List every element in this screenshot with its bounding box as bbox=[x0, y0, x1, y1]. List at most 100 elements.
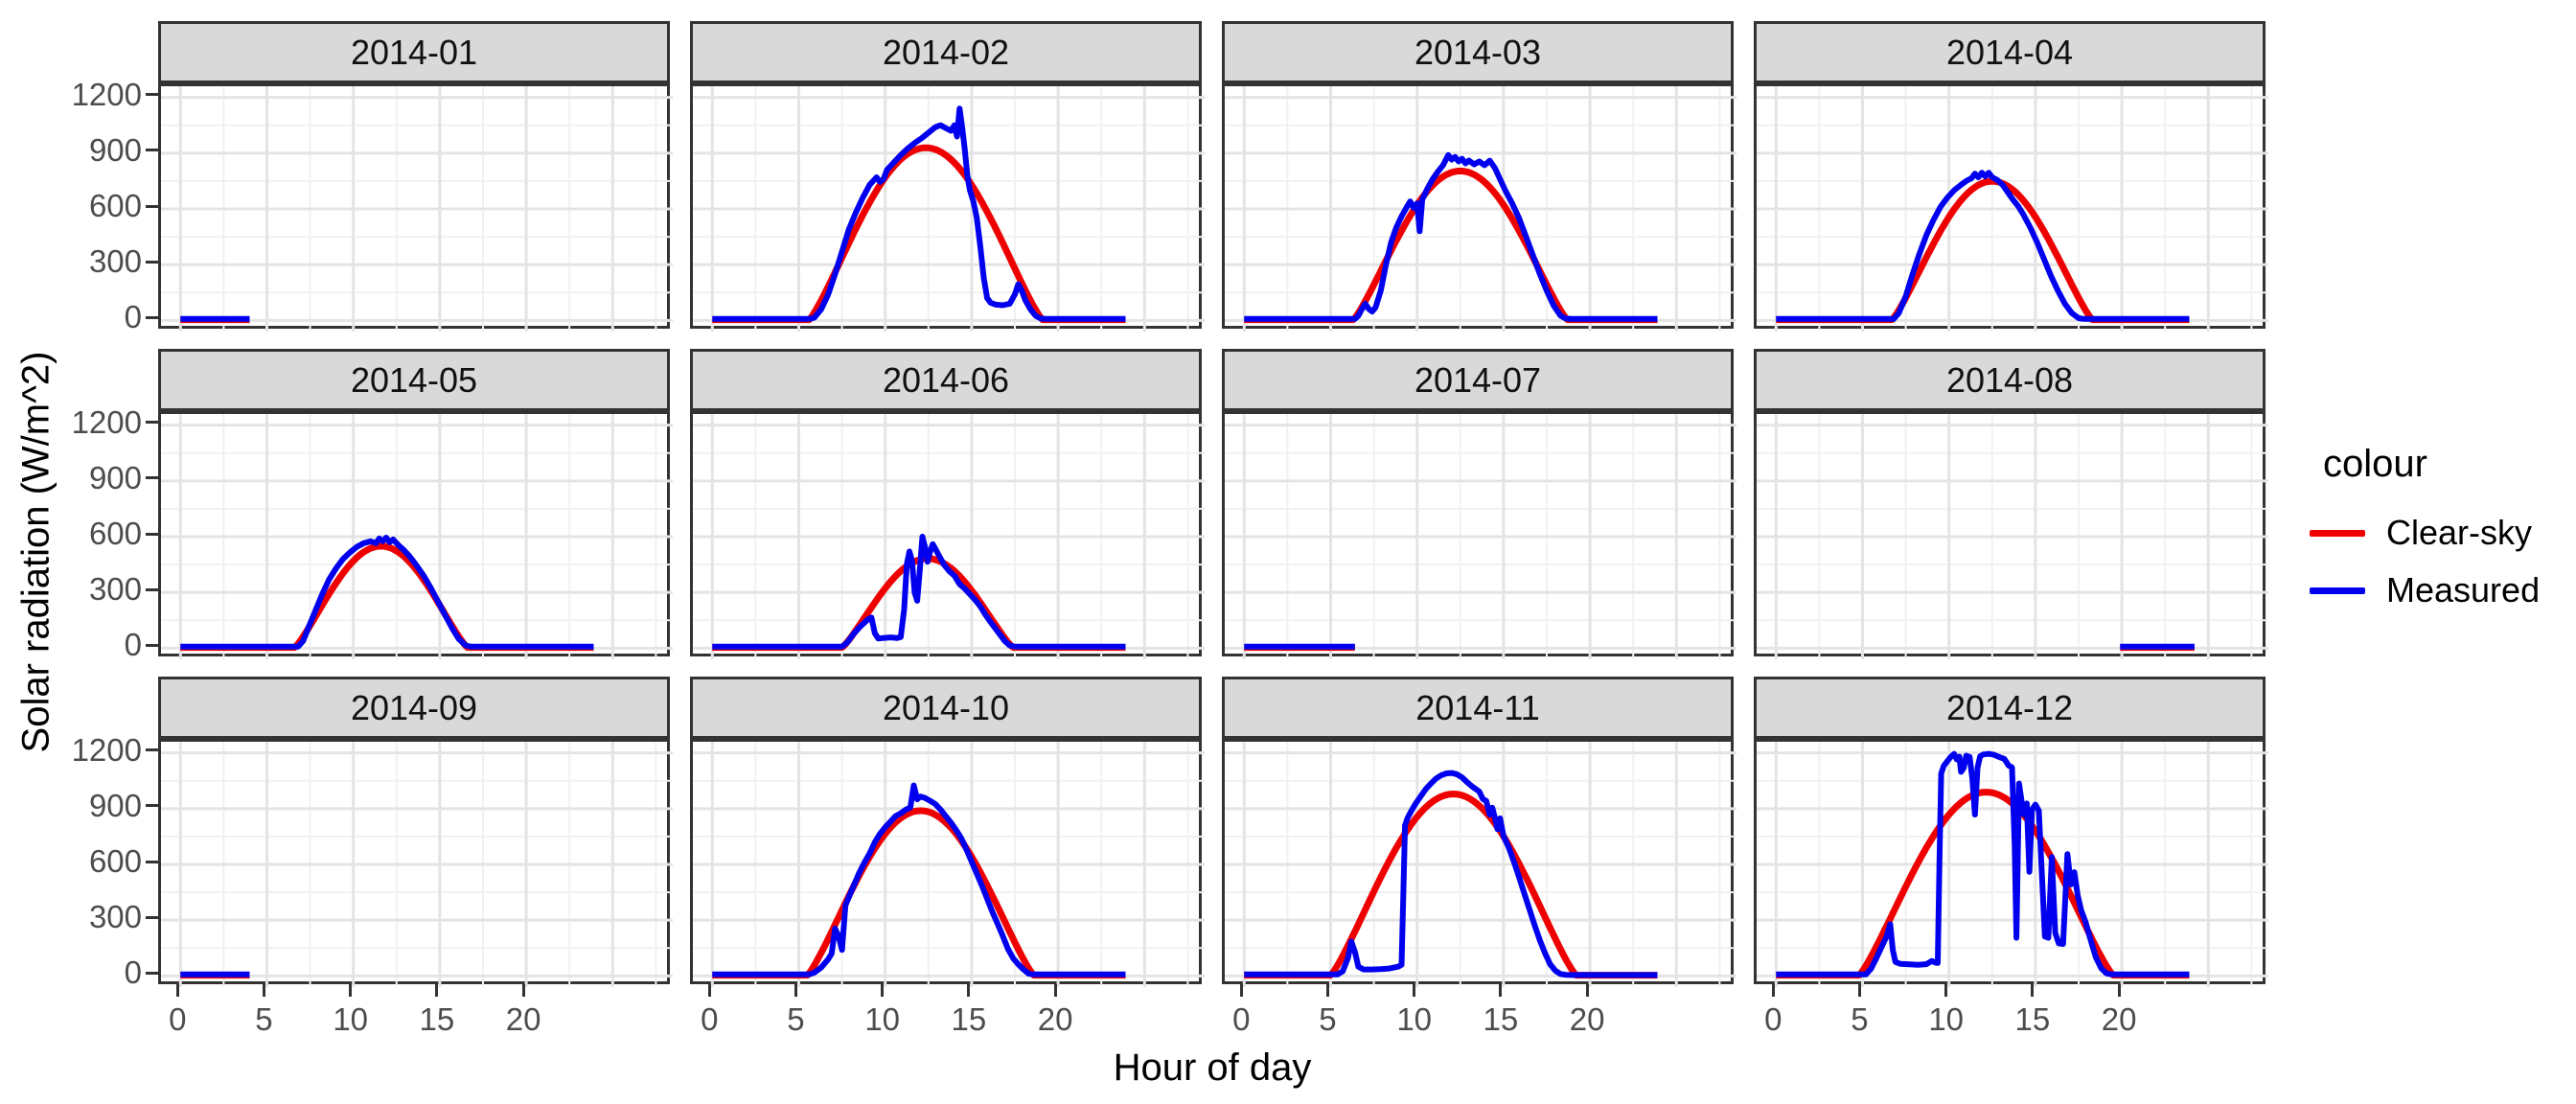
measured-line bbox=[712, 105, 1126, 322]
x-tick-mark bbox=[881, 984, 885, 997]
x-tick-mark bbox=[1771, 984, 1775, 997]
facet-strip: 2014-04 bbox=[1754, 21, 2266, 83]
x-tick-mark bbox=[967, 984, 971, 997]
legend-line-swatch bbox=[2310, 586, 2365, 594]
x-tick-label: 10 bbox=[1928, 1001, 1965, 1037]
facet-panel-2014-03: 2014-03 bbox=[1222, 21, 1736, 332]
x-tick-mark bbox=[707, 984, 711, 997]
y-tick-mark bbox=[146, 476, 158, 480]
facet-panel-2014-07: 2014-07 bbox=[1222, 349, 1736, 659]
facet-strip-label: 2014-11 bbox=[1415, 687, 1540, 727]
facet-strip: 2014-08 bbox=[1754, 349, 2266, 411]
measured-line bbox=[1244, 151, 1658, 322]
x-axis-title: Hour of day bbox=[1113, 1046, 1312, 1089]
y-tick-label: 300 bbox=[88, 899, 142, 935]
facet-strip-label: 2014-04 bbox=[1945, 32, 2074, 72]
y-tick-mark bbox=[146, 860, 158, 863]
facet-strip: 2014-07 bbox=[1222, 349, 1734, 411]
y-tick-mark bbox=[146, 804, 158, 808]
x-tick-mark bbox=[435, 984, 439, 997]
x-tick-mark bbox=[1499, 984, 1503, 997]
legend: colour Clear-sky Measured bbox=[2310, 443, 2540, 626]
x-tick-label: 10 bbox=[1396, 1001, 1433, 1037]
facet-strip-label: 2014-07 bbox=[1414, 359, 1542, 400]
measured-line bbox=[1776, 170, 2190, 322]
x-tick-label: 20 bbox=[505, 1001, 541, 1037]
y-tick-mark bbox=[146, 93, 158, 97]
y-tick-label: 900 bbox=[88, 459, 142, 495]
y-tick-mark bbox=[146, 260, 158, 264]
facet-panel-2014-01: 2014-01 bbox=[158, 21, 673, 332]
facet-strip-label: 2014-12 bbox=[1945, 687, 2074, 727]
x-tick-label: 15 bbox=[419, 1001, 455, 1037]
facet-panel-2014-12: 2014-12 bbox=[1754, 677, 2268, 987]
facet-panel-2014-08: 2014-08 bbox=[1754, 349, 2268, 659]
y-tick-mark bbox=[146, 315, 158, 319]
x-tick-mark bbox=[1239, 984, 1243, 997]
x-tick-mark bbox=[1857, 984, 1861, 997]
y-tick-label: 1200 bbox=[71, 403, 142, 440]
y-tick-label: 600 bbox=[88, 516, 142, 551]
y-tick-label: 1200 bbox=[71, 76, 142, 112]
y-tick-label: 1200 bbox=[71, 731, 142, 768]
clear-sky-line bbox=[178, 542, 596, 652]
legend-line-swatch bbox=[2310, 529, 2365, 537]
x-tick-label: 0 bbox=[701, 1001, 719, 1037]
x-tick-mark bbox=[1585, 984, 1589, 997]
facet-plot-area bbox=[158, 411, 673, 659]
y-tick-label: 900 bbox=[88, 787, 142, 823]
x-tick-label: 5 bbox=[787, 1001, 805, 1037]
facet-strip: 2014-06 bbox=[690, 349, 1202, 411]
facet-plot-area bbox=[1754, 411, 2268, 659]
facet-strip-label: 2014-03 bbox=[1414, 32, 1542, 72]
y-tick-label: 300 bbox=[88, 571, 142, 608]
facet-plot-area bbox=[1754, 83, 2268, 332]
y-tick-label: 0 bbox=[124, 299, 142, 335]
x-tick-label: 15 bbox=[951, 1001, 987, 1037]
y-tick-mark bbox=[146, 204, 158, 208]
y-tick-label: 300 bbox=[88, 243, 142, 280]
y-tick-mark bbox=[146, 587, 158, 591]
y-tick-mark bbox=[146, 149, 158, 152]
facet-strip: 2014-05 bbox=[158, 349, 670, 411]
measured-line bbox=[712, 782, 1126, 978]
facet-plot-area bbox=[1754, 739, 2268, 987]
facet-plot-area bbox=[1222, 739, 1736, 987]
x-tick-label: 20 bbox=[2101, 1001, 2137, 1037]
facet-plot-area bbox=[1222, 83, 1736, 332]
clear-sky-line bbox=[710, 144, 1128, 324]
facet-panel-2014-06: 2014-06 bbox=[690, 349, 1205, 659]
legend-item-clear-sky: Clear-sky bbox=[2310, 511, 2540, 555]
facet-panel-2014-11: 2014-11 bbox=[1222, 677, 1736, 987]
facet-plot-area bbox=[158, 83, 673, 332]
facet-panel-2014-10: 2014-10 bbox=[690, 677, 1205, 987]
x-tick-label: 0 bbox=[1232, 1001, 1251, 1037]
y-tick-mark bbox=[146, 643, 158, 647]
x-tick-mark bbox=[1325, 984, 1329, 997]
facet-strip-label: 2014-08 bbox=[1945, 359, 2074, 400]
x-tick-label: 20 bbox=[1569, 1001, 1605, 1037]
facet-strip: 2014-02 bbox=[690, 21, 1202, 83]
x-tick-label: 5 bbox=[255, 1001, 273, 1037]
x-tick-mark bbox=[2117, 984, 2121, 997]
x-tick-label: 10 bbox=[333, 1001, 369, 1037]
clear-sky-line bbox=[1242, 167, 1660, 324]
y-tick-mark bbox=[146, 915, 158, 919]
y-tick-mark bbox=[146, 421, 158, 425]
x-tick-mark bbox=[1053, 984, 1057, 997]
legend-label: Clear-sky bbox=[2386, 513, 2533, 552]
facet-plot-area bbox=[1222, 411, 1736, 659]
x-tick-mark bbox=[175, 984, 179, 997]
facet-panel-2014-09: 2014-09 bbox=[158, 677, 673, 987]
facet-panel-2014-05: 2014-05 bbox=[158, 349, 673, 659]
facet-strip: 2014-11 bbox=[1222, 677, 1734, 739]
facet-plot-area bbox=[158, 739, 673, 987]
facet-strip-label: 2014-06 bbox=[882, 359, 1010, 400]
legend-title: colour bbox=[2323, 443, 2427, 485]
x-tick-label: 10 bbox=[864, 1001, 901, 1037]
facet-strip: 2014-10 bbox=[690, 677, 1202, 739]
measured-line bbox=[712, 534, 1126, 650]
legend-item-measured: Measured bbox=[2310, 568, 2540, 612]
y-tick-mark bbox=[146, 748, 158, 752]
x-tick-label: 20 bbox=[1037, 1001, 1073, 1037]
